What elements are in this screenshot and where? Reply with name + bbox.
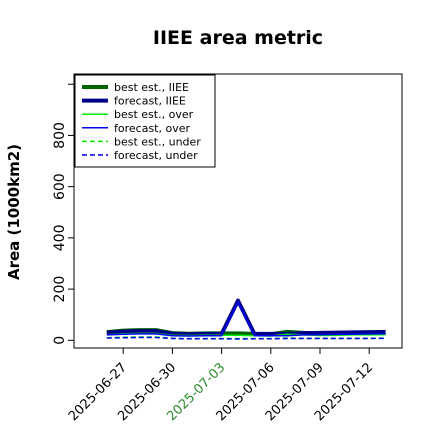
series-line-5 [106,336,386,340]
legend-entry: forecast, IIEE [114,95,186,108]
y-axis: 0 200 400 600 800 [52,83,74,345]
x-axis: 2025-06-272025-06-302025-07-032025-07-06… [66,348,376,424]
chart-title: IIEE area metric [153,27,323,49]
plot-frame [73,73,403,349]
legend-entry: best est., over [114,108,194,121]
series-line-3 [106,301,386,337]
legend-entry: forecast, over [114,122,190,135]
legend-entry: best est., under [114,135,201,148]
y-tick-label: 600 [52,173,68,200]
y-tick-label: 0 [52,336,68,345]
y-tick-label: 200 [52,276,68,303]
y-tick-label: 800 [52,122,68,149]
y-axis-label: Area (1000km2) [5,144,23,280]
legend-box [74,74,216,168]
legend-entry: forecast, under [114,149,198,162]
legend-entry: best est., IIEE [114,81,189,94]
y-tick-label: 400 [52,225,68,252]
series-group [106,298,386,340]
